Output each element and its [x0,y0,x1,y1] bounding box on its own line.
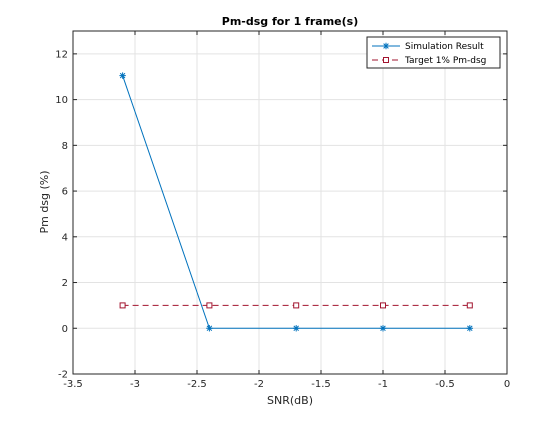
series-point [382,42,390,50]
marker-stroke [383,43,389,49]
legend-label: Target 1% Pm-dsg [404,56,486,66]
series-point [119,302,126,309]
marker-stroke [467,325,473,332]
y-tick-label: 4 [62,232,68,243]
series-point [206,325,213,332]
legend[interactable]: Simulation Result Target 1% Pm-dsg [366,36,501,69]
marker-stroke [206,325,213,332]
series-point [383,57,389,63]
y-tick-label: -2 [58,370,68,381]
series-point [293,325,300,332]
series-2 [119,302,473,309]
marker-stroke [293,325,299,332]
series-layer [119,72,473,332]
x-tick-label: -3 [130,379,140,390]
series-point [206,302,213,309]
marker-stroke [380,325,386,332]
legend-box [366,36,501,69]
series-point [293,302,300,309]
legend-entry[interactable]: Target 1% Pm-dsg [372,56,486,66]
x-tick-label: -3.5 [63,379,83,390]
series-point [466,325,473,332]
x-axis-label: SNR(dB) [267,394,313,407]
legend-entry[interactable]: Simulation Result [372,42,484,52]
legend-label: Simulation Result [405,42,484,52]
chart-title: Pm-dsg for 1 frame(s) [222,15,358,28]
series-point [119,72,126,79]
y-tick-label: 6 [62,187,68,198]
axes-box [72,30,508,375]
marker-stroke [119,72,126,79]
y-tick-label: 8 [62,141,68,152]
series-point [379,325,387,332]
y-tick-label: 2 [62,278,68,289]
series-1 [119,72,473,332]
y-axis-label: Pm dsg (%) [38,170,51,233]
axes [72,30,508,375]
x-tick-label: -0.5 [435,379,455,390]
series-point [380,302,386,309]
y-tick-label: 0 [62,324,68,335]
plot-area [73,31,507,374]
x-tick-label: -2 [254,379,264,390]
x-tick-label: 0 [504,379,510,390]
y-tick-label: 12 [55,49,68,60]
x-tick-label: -2.5 [187,379,207,390]
series-point [466,302,473,309]
x-tick-label: -1.5 [311,379,331,390]
x-tick-label: -1 [378,379,388,390]
y-tick-label: 10 [55,95,68,106]
grid [72,31,508,375]
ticks: -3.5 -3 -2.5 -2 -1.5 -1 -0.5 0 -2 0 2 4 6 8 10 12 [55,31,510,390]
